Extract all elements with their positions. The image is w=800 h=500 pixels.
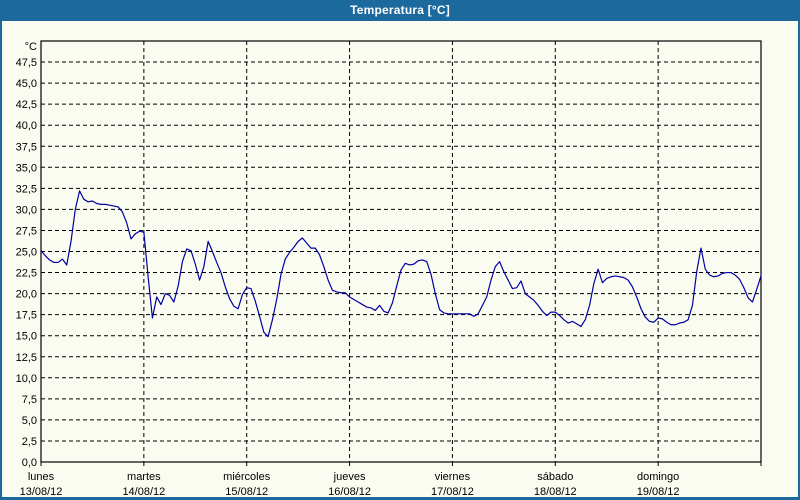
day-date-label: 15/08/12 bbox=[225, 486, 268, 497]
y-tick-label: 15,0 bbox=[16, 331, 37, 343]
x-gridlines bbox=[143, 41, 659, 462]
y-tick-label: 40,0 bbox=[16, 120, 37, 132]
day-name-label: martes bbox=[127, 471, 161, 483]
y-tick-label: 27,5 bbox=[16, 225, 37, 237]
y-tick-label: 10,0 bbox=[16, 373, 37, 385]
day-name-label: sábado bbox=[537, 471, 573, 483]
y-tick-label: 12,5 bbox=[16, 352, 37, 364]
chart-area: 0,0 2,5 5,0 7,5 10,0 12,5 15,0 17,5 20,0 22,5 25,0… bbox=[2, 21, 798, 497]
y-tick-label: 2,5 bbox=[22, 436, 37, 448]
day-date-label: 18/08/12 bbox=[534, 486, 577, 497]
x-axis-ticks bbox=[40, 462, 762, 466]
y-gridlines bbox=[41, 61, 761, 442]
day-name-label: viernes bbox=[435, 471, 471, 483]
day-name-label: jueves bbox=[333, 471, 366, 483]
y-tick-label: 37,5 bbox=[16, 141, 37, 153]
y-tick-label: 22,5 bbox=[16, 268, 37, 280]
y-tick-label: 32,5 bbox=[16, 183, 37, 195]
y-tick-label: 0,0 bbox=[22, 457, 37, 469]
y-tick-label: 7,5 bbox=[22, 394, 37, 406]
y-tick-label: 45,0 bbox=[16, 78, 37, 90]
day-name-label: lunes bbox=[28, 471, 55, 483]
y-tick-label: 17,5 bbox=[16, 310, 37, 322]
temperature-line-chart: 0,0 2,5 5,0 7,5 10,0 12,5 15,0 17,5 20,0 22,5 25,0… bbox=[16, 40, 762, 497]
temperature-line bbox=[40, 190, 762, 338]
window-title: Temperatura [°C] bbox=[0, 0, 800, 21]
y-axis-labels: 0,0 2,5 5,0 7,5 10,0 12,5 15,0 17,5 20,0 22,5 25,0… bbox=[16, 41, 37, 469]
y-tick-label: 35,0 bbox=[16, 162, 37, 174]
y-tick-label: 5,0 bbox=[22, 415, 37, 427]
y-tick-label: 42,5 bbox=[16, 99, 37, 111]
y-axis-unit: °C bbox=[25, 41, 37, 53]
day-date-label: 13/08/12 bbox=[20, 486, 63, 497]
x-axis-labels: lunes 13/08/12 martes 14/08/12 miércoles 15/0… bbox=[20, 471, 680, 497]
day-date-label: 16/08/12 bbox=[328, 486, 371, 497]
day-name-label: miércoles bbox=[223, 471, 271, 483]
y-tick-label: 20,0 bbox=[16, 289, 37, 301]
y-tick-label: 25,0 bbox=[16, 247, 37, 259]
day-name-label: domingo bbox=[637, 471, 679, 483]
day-date-label: 17/08/12 bbox=[431, 486, 474, 497]
y-tick-label: 30,0 bbox=[16, 204, 37, 216]
y-tick-label: 47,5 bbox=[16, 57, 37, 69]
day-date-label: 19/08/12 bbox=[637, 486, 680, 497]
day-date-label: 14/08/12 bbox=[122, 486, 165, 497]
